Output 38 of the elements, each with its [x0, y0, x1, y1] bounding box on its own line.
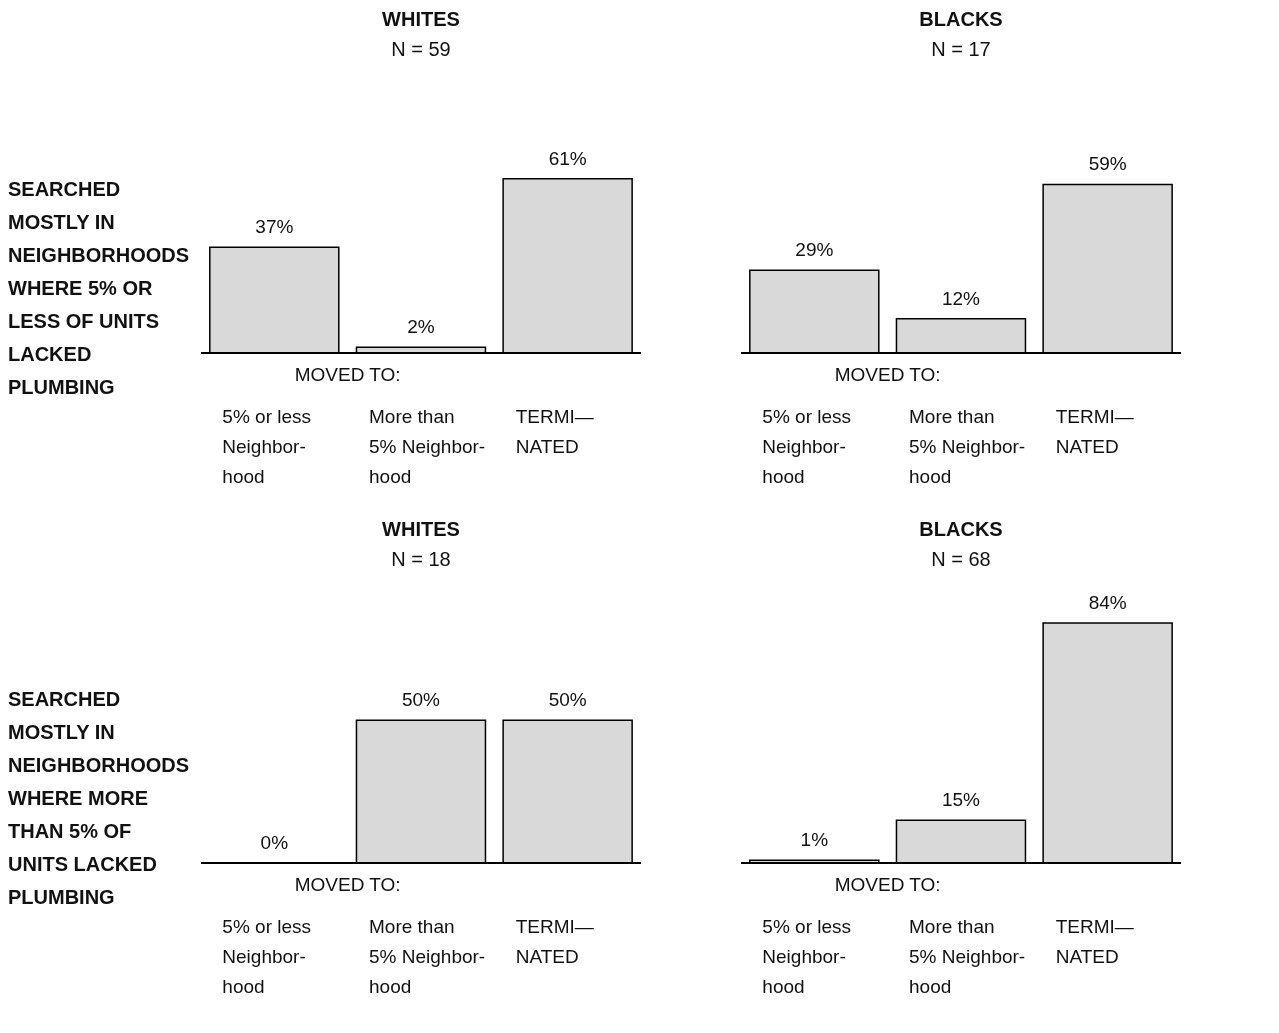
chart-subtitle: N = 68 — [930, 548, 992, 572]
data-label: 61% — [548, 147, 587, 169]
data-label: 0% — [260, 832, 289, 853]
data-label: 15% — [941, 789, 981, 811]
data-label: 12% — [941, 287, 981, 309]
chart-title: BLACKS — [918, 8, 1004, 32]
x-tick-label: 5% or less Neighbor- hood — [762, 406, 852, 487]
data-label: 50% — [548, 689, 587, 711]
x-axis-title: MOVED TO: — [834, 874, 941, 895]
x-tick-label: TERMI— NATED — [1055, 406, 1134, 457]
text: SEARCHED MOSTLY IN NEIGHBORHOODS WHERE MORE THAN 5% OF UNITS LACKED PLUMBING — [8, 687, 190, 910]
chart-subtitle: N = 59 — [390, 38, 452, 62]
data-label: 84% — [1088, 592, 1127, 613]
data-label: 59% — [1088, 153, 1127, 175]
text: SEARCHED MOSTLY IN NEIGHBORHOODS WHERE 5% OR LESS OF UNITS LACKED PLUMBING — [8, 177, 190, 400]
x-axis-title: MOVED TO: — [294, 874, 401, 895]
x-tick-label: TERMI— NATED — [1055, 916, 1134, 967]
data-label: 2% — [407, 316, 435, 338]
chart-subtitle: N = 17 — [930, 38, 992, 62]
x-tick-label: 5% or less Neighbor- hood — [222, 406, 312, 487]
x-tick-label: More than 5% Neighbor- hood — [909, 406, 1026, 487]
x-tick-label: More than 5% Neighbor- hood — [369, 916, 486, 997]
x-tick-label: TERMI— NATED — [515, 916, 594, 967]
chart-title: WHITES — [381, 8, 461, 32]
x-tick-label: 5% or less Neighbor- hood — [222, 916, 312, 997]
x-tick-label: 5% or less Neighbor- hood — [762, 916, 852, 997]
x-tick-label: More than 5% Neighbor- hood — [369, 406, 486, 487]
chart-subtitle: N = 18 — [390, 548, 452, 572]
x-axis-title: MOVED TO: — [294, 364, 401, 385]
data-label: 37% — [255, 216, 294, 238]
x-tick-label: More than 5% Neighbor- hood — [909, 916, 1026, 997]
x-axis-title: MOVED TO: — [834, 364, 941, 385]
x-tick-label: TERMI— NATED — [515, 406, 594, 457]
data-label: 1% — [800, 829, 829, 851]
chart-title: BLACKS — [918, 518, 1004, 542]
data-label: 50% — [401, 689, 441, 711]
data-label: 29% — [795, 239, 834, 261]
chart-title: WHITES — [381, 518, 461, 542]
